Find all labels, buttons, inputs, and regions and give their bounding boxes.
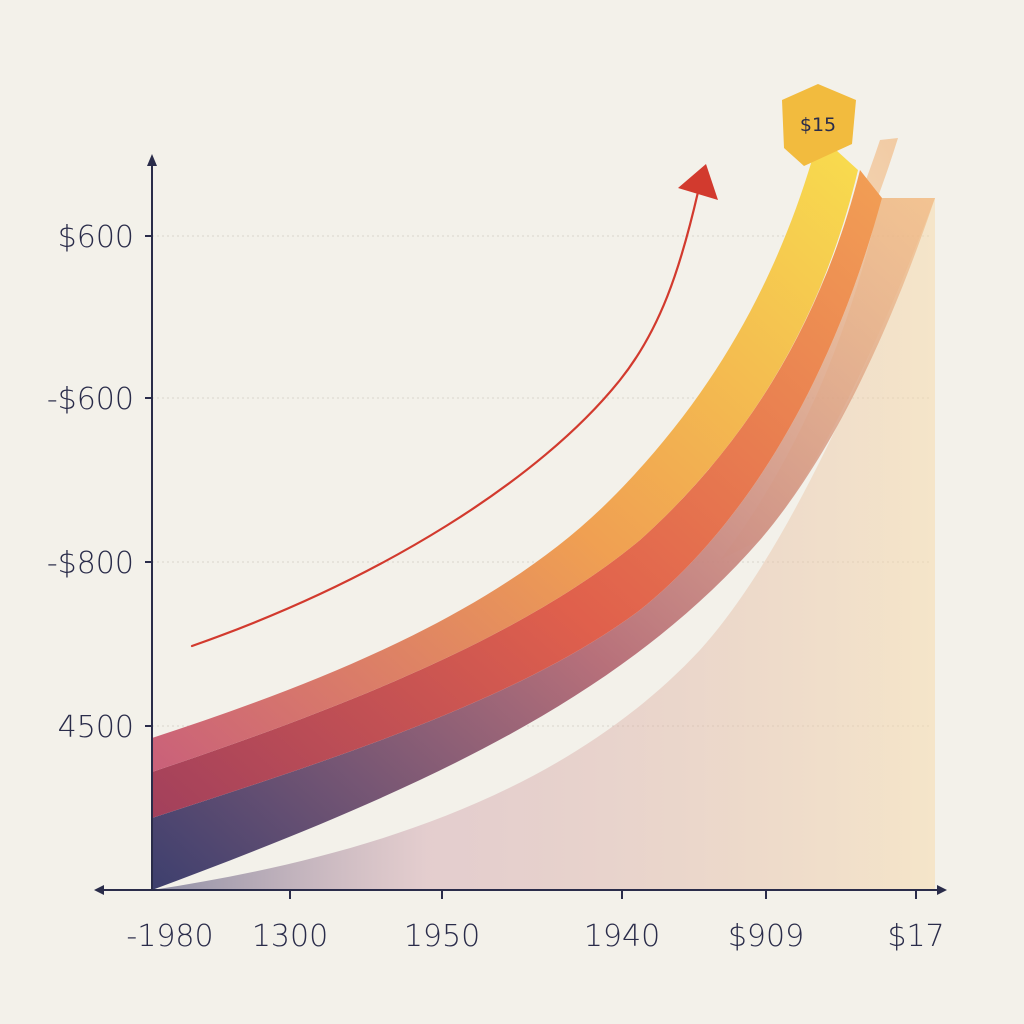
y-tick-label-1: -$600 [47,382,134,417]
x-axis-arrowhead-left [94,885,104,895]
y-axis-arrowhead [147,154,157,166]
area-base [152,198,935,890]
axes [94,154,947,895]
y-tick-label-2: -$800 [47,546,134,581]
x-tick-label-0: -1980 [126,919,213,954]
badge-label: $15 [800,114,836,136]
x-tick-label-1: 1300 [252,919,328,954]
x-axis-arrowhead-right [937,885,947,895]
y-axis-ticks: $600 -$600 -$800 4500 [47,220,152,745]
x-tick-label-3: 1940 [584,919,660,954]
area-series-2 [152,170,882,818]
area-series-3 [152,198,935,890]
area-series [152,138,935,890]
x-axis-ticks: -1980 1300 1950 1940 $909 $17 [126,890,945,954]
y-tick-label-0: $600 [58,220,134,255]
trend-arrow-line [190,190,700,648]
x-tick-label-4: $909 [728,919,804,954]
value-badge: $15 [782,84,856,166]
x-tick-label-2: 1950 [404,919,480,954]
trend-arrow-head [678,164,718,200]
y-tick-label-3: 4500 [58,710,134,745]
trend-arrow [190,164,718,648]
x-tick-label-5: $17 [887,919,944,954]
badge-shape [782,84,856,166]
area-ghost-1 [700,138,898,470]
